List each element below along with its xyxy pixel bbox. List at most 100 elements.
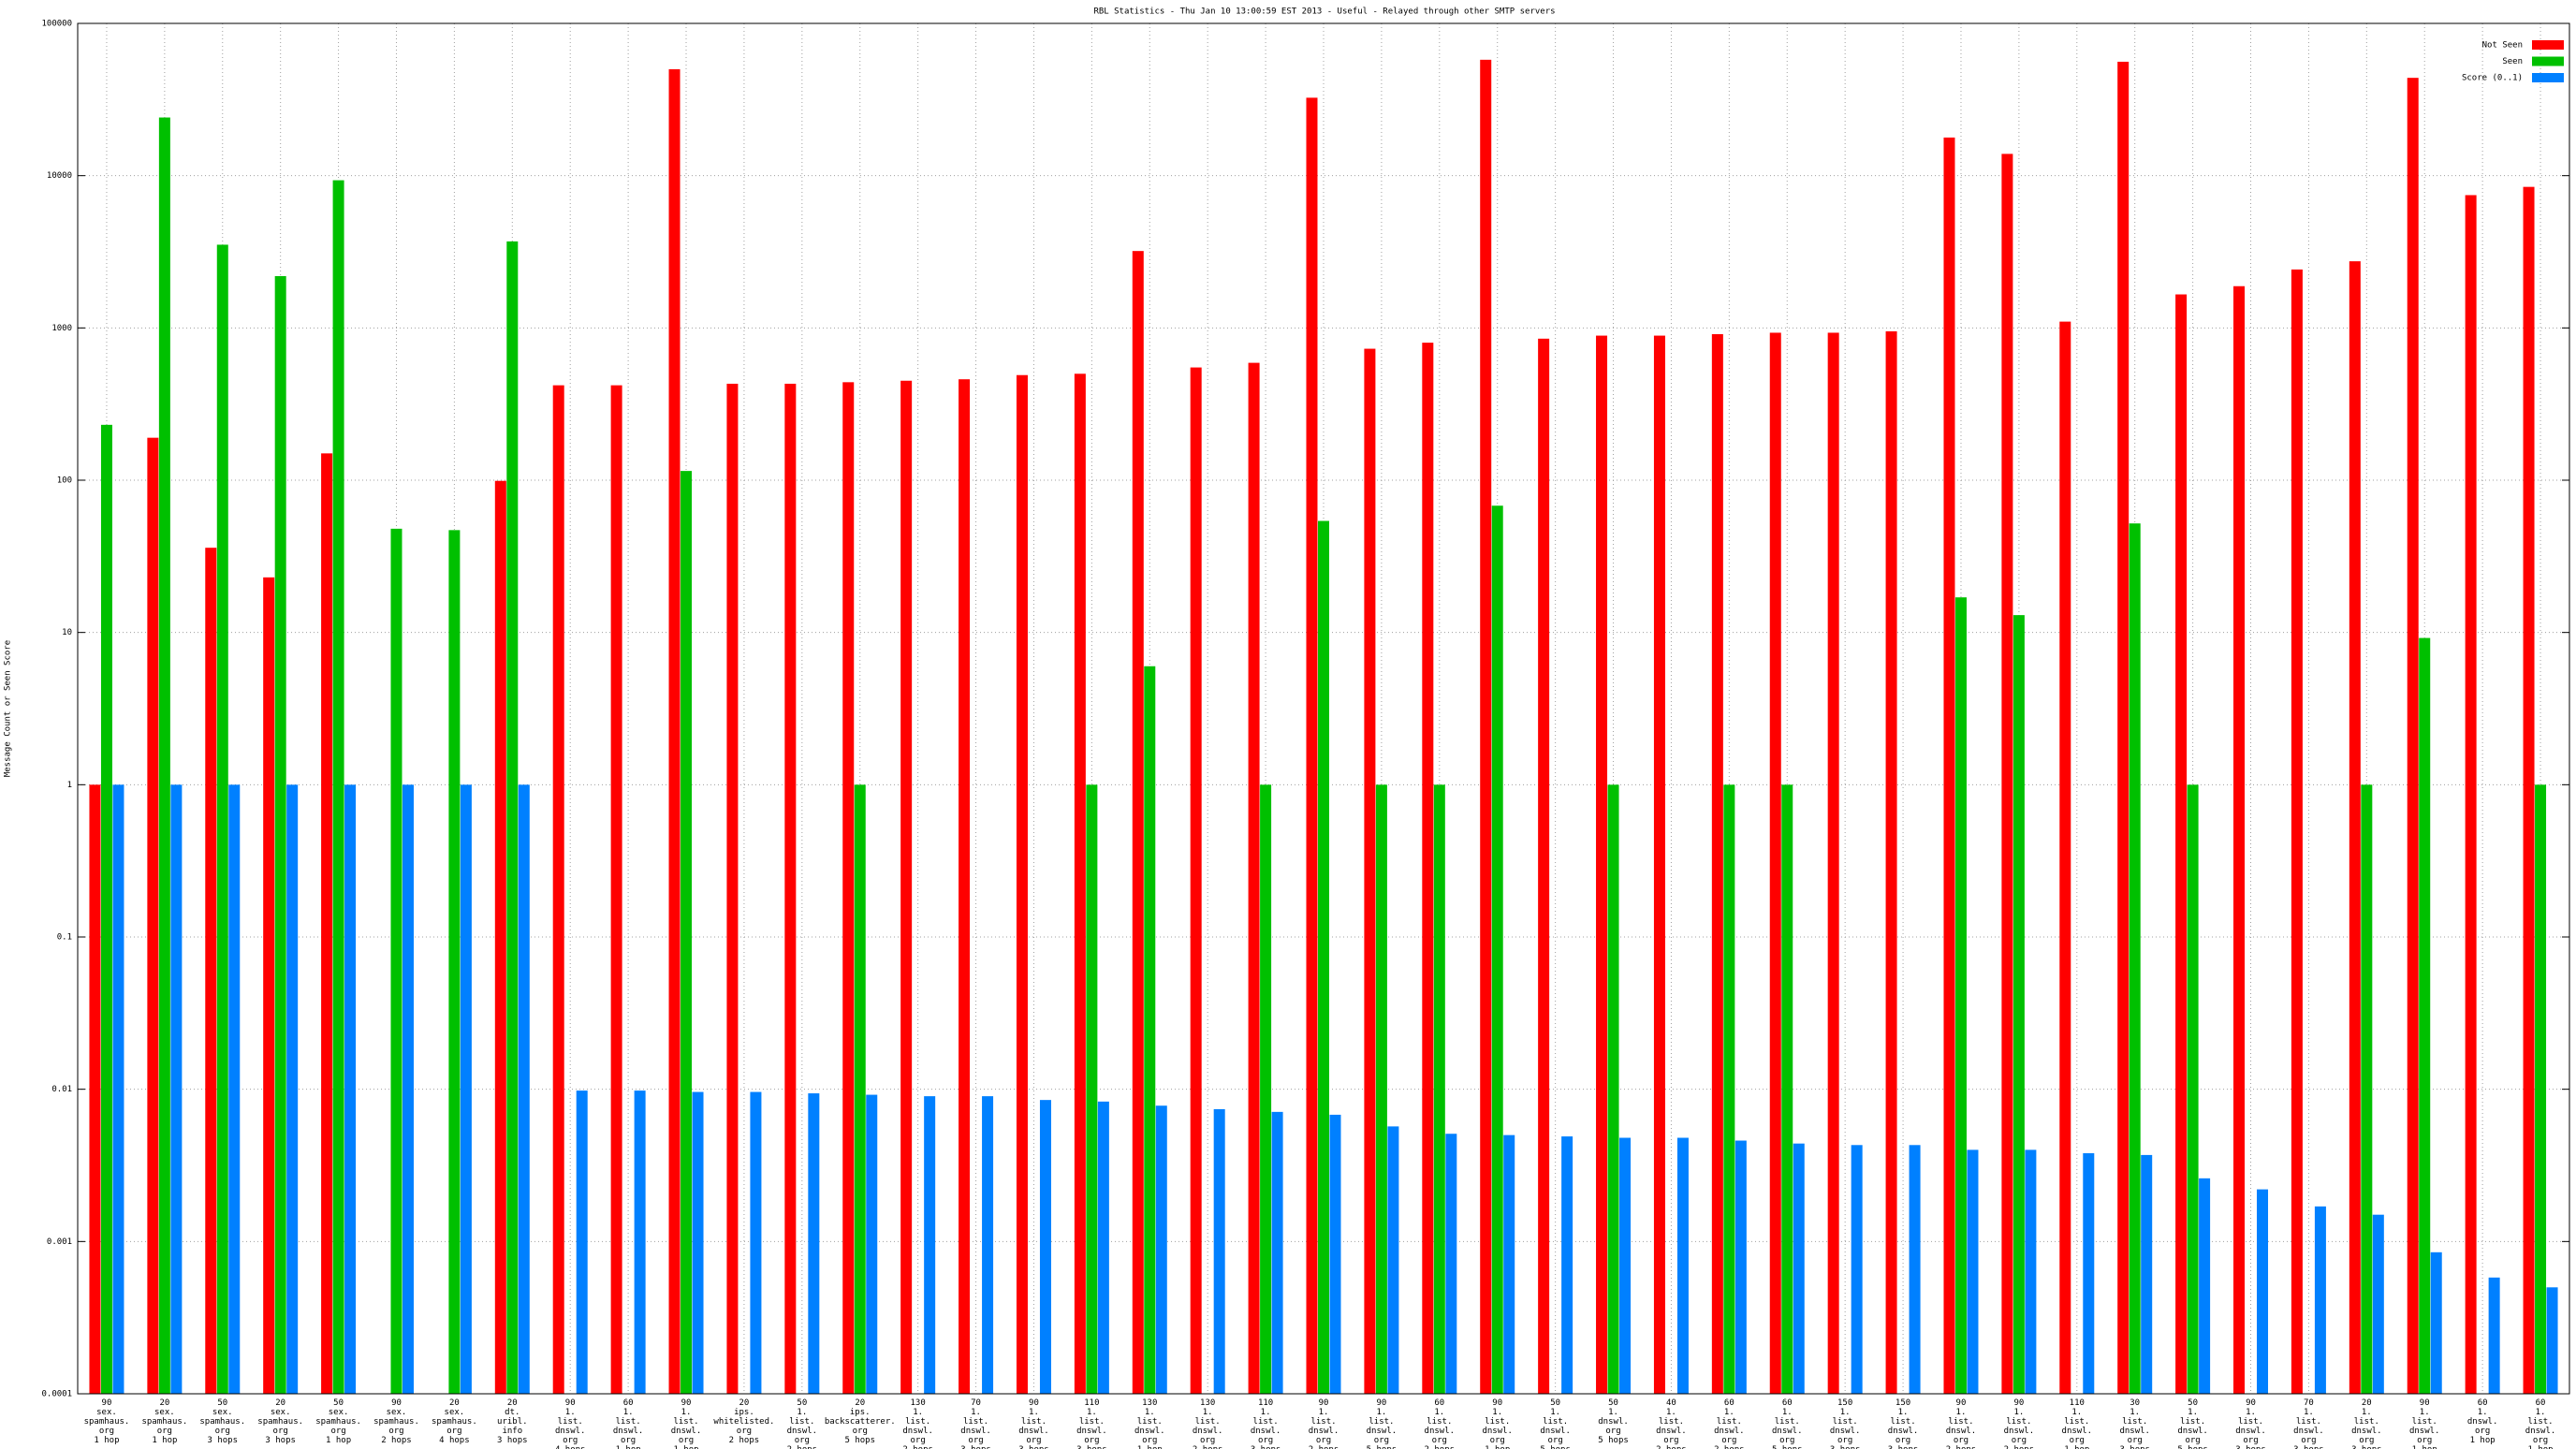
bar <box>1213 1108 1225 1394</box>
x-tick-label-line: list. <box>1717 1417 1742 1427</box>
x-tick-label-line: 3 hops <box>2235 1445 2266 1449</box>
x-tick-label-line: org <box>2533 1436 2548 1445</box>
x-tick-label-line: list. <box>673 1417 698 1427</box>
x-tick-label-line: 1. <box>2130 1408 2140 1417</box>
x-tick-label: 90 sex. spamhaus. org 1 hop <box>84 1398 130 1445</box>
x-tick-label-line: 60 <box>1434 1398 1444 1408</box>
x-tick-label-line: ips. <box>734 1408 754 1417</box>
x-tick-label-line: 1 hop <box>1485 1445 1510 1449</box>
x-tick-label-line: org <box>1026 1436 1041 1445</box>
x-tick-label-line: org <box>2012 1436 2027 1445</box>
x-tick-label-line: 3 hops <box>497 1436 528 1445</box>
bar <box>2257 1189 2269 1394</box>
x-tick-label-line: org <box>679 1436 694 1445</box>
x-tick-label-line: dnswl. <box>1656 1427 1687 1436</box>
bar <box>506 241 519 1394</box>
x-tick-label-line: 30 <box>2130 1398 2140 1408</box>
x-tick-label-line: dnswl. <box>787 1427 818 1436</box>
bar <box>634 1090 646 1394</box>
x-tick-label-line: sex. <box>271 1408 291 1417</box>
x-tick-label-line: dnswl. <box>960 1427 991 1436</box>
bar <box>726 383 739 1394</box>
x-tick-label-line: dnswl. <box>671 1427 702 1436</box>
legend-label: Score (0..1) <box>2462 74 2523 83</box>
x-tick-label-line: list. <box>616 1417 641 1427</box>
x-tick-label-line: 60 <box>1782 1398 1793 1408</box>
x-tick-label-line: 2 hops <box>1946 1445 1977 1449</box>
bar <box>1607 784 1619 1394</box>
x-tick-label-line: org <box>2359 1436 2374 1445</box>
x-tick-label-line: org <box>911 1436 926 1445</box>
bar <box>842 382 855 1395</box>
x-tick-label-line: org <box>1547 1436 1562 1445</box>
x-tick-label-line: dnswl. <box>555 1427 586 1436</box>
x-tick-label-line: 1. <box>1434 1408 1444 1417</box>
x-tick-label-line: sex. <box>96 1408 117 1417</box>
bar <box>2083 1153 2095 1394</box>
x-tick-label-line: 2 hops <box>729 1436 760 1445</box>
x-tick-label: 20 ips. backscatterer. org 5 hops <box>825 1398 896 1445</box>
x-tick-label-line: 20 <box>275 1398 285 1408</box>
x-tick-label-line: 5 hops <box>844 1436 875 1445</box>
bar <box>1538 338 1550 1395</box>
x-tick-label-line: sex. <box>329 1408 349 1417</box>
x-tick-label-line: dnswl. <box>2062 1427 2093 1436</box>
x-tick-label-line: org <box>273 1427 288 1436</box>
x-tick-label-line: 90 <box>102 1398 112 1408</box>
x-tick-label-line: 4 hops <box>555 1445 586 1449</box>
x-tick-label-line: 1. <box>623 1408 634 1417</box>
x-tick-label-line: 90 <box>681 1398 692 1408</box>
bar <box>1387 1126 1399 1394</box>
x-tick-label-line: 3 hops <box>265 1436 296 1445</box>
x-tick-label-line: 130 <box>1142 1398 1157 1408</box>
x-tick-label-line: spamhaus. <box>257 1417 303 1427</box>
x-tick-label-line: 5 hops <box>1367 1445 1398 1449</box>
x-tick-label-line: 1 hop <box>2470 1436 2496 1445</box>
x-tick-label-line: dnswl. <box>2293 1427 2324 1436</box>
x-tick-label-line: 1. <box>1898 1408 1909 1417</box>
bar <box>1144 666 1156 1394</box>
x-tick-label-line: dnswl. <box>1076 1427 1107 1436</box>
bar <box>1711 333 1723 1394</box>
x-tick-label-line: sex. <box>154 1408 175 1417</box>
x-tick-label-line: list. <box>1659 1417 1684 1427</box>
x-tick-label-line: org <box>853 1427 868 1436</box>
x-tick-label-line: list. <box>558 1417 583 1427</box>
bar <box>1653 335 1665 1394</box>
x-tick-label-line: dnswl. <box>2525 1427 2556 1436</box>
x-tick-label-line: sex. <box>212 1408 233 1417</box>
bar <box>402 784 414 1394</box>
x-tick-label-line: 5 hops <box>1772 1445 1803 1449</box>
x-tick-label-line: org <box>1432 1436 1447 1445</box>
bar <box>2372 1214 2384 1394</box>
bar <box>1260 784 1272 1394</box>
bar <box>1445 1134 1457 1394</box>
x-tick-label-line: org <box>1200 1436 1215 1445</box>
bar <box>1086 784 1098 1394</box>
bar <box>518 784 530 1394</box>
x-tick-label-line: 60 <box>623 1398 634 1408</box>
x-tick-label-line: dnswl. <box>2119 1427 2150 1436</box>
bar <box>2488 1277 2500 1394</box>
x-tick-label-line: list. <box>2238 1417 2263 1427</box>
bar <box>228 784 241 1394</box>
x-tick-label-line: list. <box>1775 1417 1800 1427</box>
x-tick-label-line: org <box>1954 1436 1969 1445</box>
x-tick-label-line: 1 hop <box>673 1445 698 1449</box>
bar <box>158 117 170 1394</box>
bar <box>1190 367 1202 1395</box>
x-tick-label-line: 1. <box>1666 1408 1676 1417</box>
bar <box>1827 332 1839 1395</box>
x-tick-label-line: 110 <box>1258 1398 1273 1408</box>
x-tick-label-line: dnswl. <box>1018 1427 1049 1436</box>
bar <box>1885 330 1897 1394</box>
bar <box>2546 1287 2558 1394</box>
bar <box>2523 186 2535 1394</box>
